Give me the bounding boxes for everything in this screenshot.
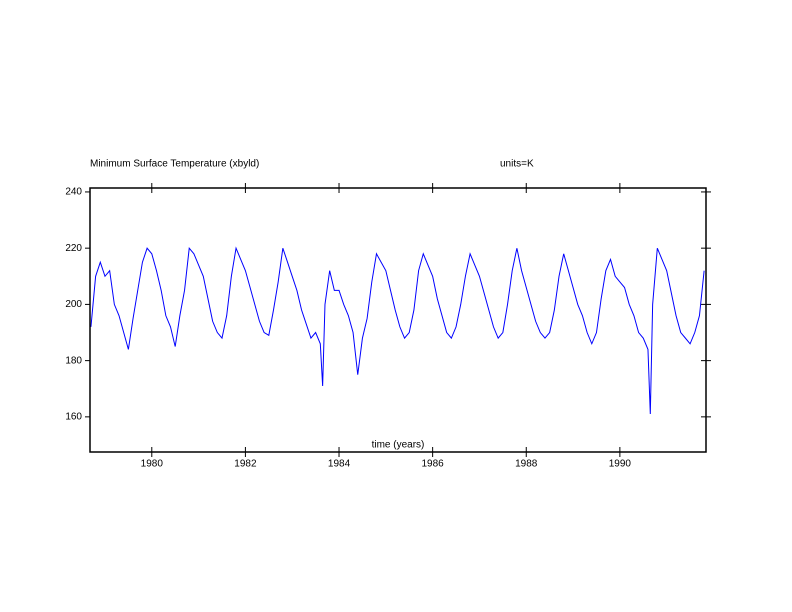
plot-frame	[89, 187, 707, 453]
x-tick-label: 1980	[141, 459, 164, 470]
x-tick-label: 1986	[422, 459, 445, 470]
y-tick-label: 240	[65, 187, 82, 198]
x-axis-label: time (years)	[372, 440, 425, 451]
data-line	[90, 246, 705, 415]
y-tick-label: 200	[65, 299, 82, 310]
y-tick-label: 160	[65, 411, 82, 422]
x-tick-label: 1990	[609, 459, 632, 470]
y-tick-label: 180	[65, 355, 82, 366]
chart-title: Minimum Surface Temperature (xbyld)	[90, 159, 259, 170]
x-tick-label: 1988	[515, 459, 538, 470]
x-tick-label: 1984	[328, 459, 351, 470]
y-tick-label: 220	[65, 243, 82, 254]
x-tick-label: 1982	[234, 459, 257, 470]
units-label: units=K	[500, 159, 534, 170]
